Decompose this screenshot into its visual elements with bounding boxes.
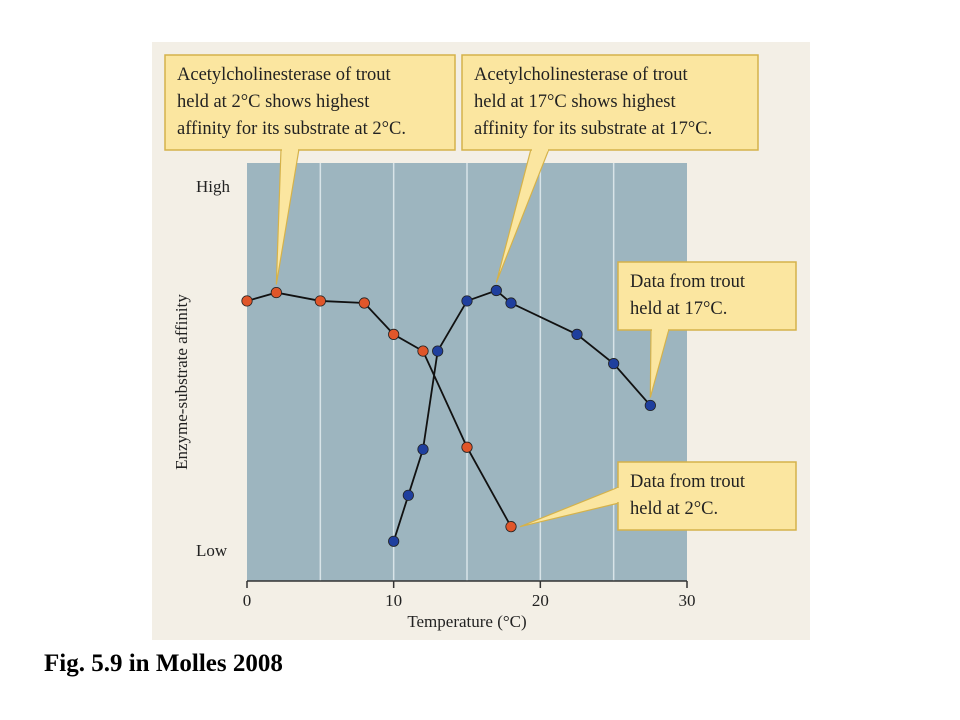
- x-axis-label: Temperature (°C): [407, 612, 526, 631]
- series-17c-point-9: [644, 399, 656, 412]
- callout-2c-affinity-line-2: affinity for its substrate at 2°C.: [177, 119, 406, 139]
- x-tick-label-20: 20: [532, 591, 549, 610]
- x-tick-label-30: 30: [679, 591, 696, 610]
- callout-17c-data-line-0: Data from trout: [630, 272, 746, 292]
- callout-2c-data: Data from trout held at 2°C.: [519, 461, 797, 531]
- x-tick-label-10: 10: [385, 591, 402, 610]
- x-axis-ticks: [246, 581, 688, 588]
- series-17c-point-2: [417, 443, 429, 455]
- callout-2c-data-box: [617, 461, 797, 531]
- series-17c-line: [392, 289, 652, 542]
- callout-17c-affinity-line-0: Acetylcholinesterase of trout: [474, 65, 689, 85]
- callout-17c-affinity-line-1: held at 17°C shows highest: [474, 92, 676, 112]
- series-17c-point-0: [388, 535, 400, 547]
- series-2c-point-3: [358, 297, 370, 309]
- series-2c: [241, 286, 517, 533]
- series-2c-point-1: [270, 286, 282, 299]
- series-17c-point-6: [505, 297, 517, 309]
- series-2c-point-2: [314, 295, 326, 307]
- series-17c-point-1: [402, 489, 414, 501]
- series-2c-line: [246, 291, 512, 528]
- y-tick-low: Low: [196, 541, 228, 560]
- series-2c-point-0: [241, 295, 253, 307]
- x-axis-tick-labels: 0 10 20 30: [243, 591, 696, 610]
- series-17c-point-7: [571, 328, 583, 340]
- x-tick-label-0: 0: [243, 591, 252, 610]
- callout-17c-affinity-line-2: affinity for its substrate at 17°C.: [474, 119, 712, 139]
- series-17c-point-3: [432, 345, 444, 357]
- callout-layer: Acetylcholinesterase of trout held at 2°C…: [164, 54, 797, 531]
- figure-caption: Fig. 5.9 in Molles 2008: [44, 650, 283, 677]
- callout-17c-data-line-1: held at 17°C.: [630, 299, 727, 319]
- series-17c-point-4: [461, 295, 473, 307]
- y-tick-high: High: [196, 177, 231, 196]
- callout-17c-affinity-box: [461, 54, 759, 151]
- callout-2c-affinity: Acetylcholinesterase of trout held at 2°C…: [164, 54, 456, 285]
- series-layer: [241, 284, 656, 547]
- series-2c-point-6: [461, 441, 473, 453]
- series-2c-point-5: [417, 345, 429, 357]
- callout-2c-data-line-0: Data from trout: [630, 472, 746, 492]
- series-2c-point-4: [388, 328, 400, 340]
- callout-17c-affinity: Acetylcholinesterase of trout held at 17°…: [461, 54, 759, 283]
- series-17c-point-5: [490, 284, 502, 297]
- callout-2c-data-line-1: held at 2°C.: [630, 499, 718, 519]
- y-axis-label: Enzyme-substrate affinity: [172, 294, 191, 470]
- callout-17c-data-box: [617, 261, 797, 331]
- gridlines: [319, 163, 615, 581]
- callout-2c-affinity-line-0: Acetylcholinesterase of trout: [177, 65, 392, 85]
- callout-2c-affinity-box: [164, 54, 456, 151]
- callout-17c-data: Data from trout held at 17°C.: [617, 261, 797, 398]
- series-17c-point-8: [608, 358, 620, 370]
- callout-2c-affinity-line-1: held at 2°C shows highest: [177, 92, 370, 112]
- series-2c-point-7: [505, 521, 517, 533]
- series-17c: [388, 284, 656, 547]
